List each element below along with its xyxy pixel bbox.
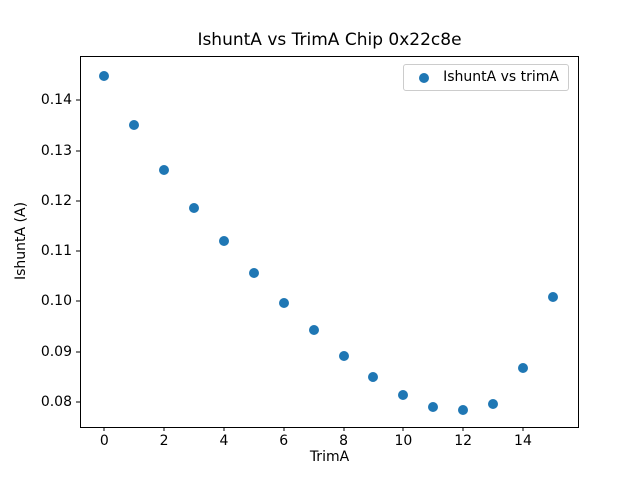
x-tick-label: 12: [454, 433, 473, 449]
legend-label: IshuntA vs trimA: [443, 69, 559, 85]
x-tick-mark: [343, 427, 345, 431]
y-tick-label: 0.08: [40, 393, 72, 410]
scatter-point: [189, 202, 200, 213]
plot-area: IshuntA vs trimA 0 2 4 6 8 10 12 14 0.08 0.09 0.10…: [41, 56, 579, 449]
x-tick-label: 6: [279, 433, 289, 449]
y-tick-mark: [76, 150, 80, 151]
scatter-point: [248, 267, 259, 278]
y-tick-label: 0.09: [40, 343, 72, 360]
scatter-point: [278, 297, 289, 308]
y-tick-label: 0.10: [40, 293, 72, 310]
scatter-point: [517, 363, 528, 374]
y-tick-label: 0.12: [40, 192, 72, 209]
scatter-point: [547, 291, 558, 302]
x-tick-mark: [462, 427, 464, 431]
scatter-point: [368, 372, 379, 383]
x-tick-mark: [223, 427, 225, 431]
plot-title: IshuntA vs TrimA Chip 0x22c8e: [197, 30, 462, 50]
scatter-point: [338, 350, 349, 361]
x-tick-mark: [283, 427, 285, 431]
y-tick-mark: [76, 300, 80, 302]
scatter-point: [129, 120, 140, 131]
x-tick-label: 2: [159, 433, 169, 449]
scatter-point: [428, 401, 439, 412]
x-tick-label: 0: [99, 433, 109, 449]
y-tick-mark: [76, 351, 80, 353]
x-tick-label: 14: [514, 433, 532, 449]
x-tick-mark: [103, 427, 105, 431]
x-tick-label: 4: [219, 433, 229, 449]
legend-marker-icon: [419, 72, 430, 83]
scatter-point: [398, 390, 409, 401]
x-tick-label: 10: [394, 433, 413, 449]
legend: IshuntA vs trimA: [403, 64, 569, 91]
x-tick-mark: [402, 427, 404, 431]
y-tick-mark: [76, 250, 80, 252]
scatter-point: [458, 404, 469, 415]
y-tick-mark: [76, 200, 80, 202]
y-tick-label: 0.13: [40, 142, 72, 159]
y-tick-label: 0.14: [40, 92, 72, 109]
y-tick-mark: [76, 99, 80, 101]
scatter-point: [488, 399, 499, 410]
x-tick-mark: [163, 427, 165, 431]
scatter-point: [218, 235, 229, 246]
scatter-point: [99, 70, 110, 81]
x-tick-mark: [522, 427, 524, 431]
y-tick-mark: [76, 401, 80, 403]
y-tick-label: 0.11: [40, 243, 72, 260]
x-axis-label: TrimA: [309, 449, 350, 465]
y-axis-label: IshuntA (A): [13, 201, 29, 281]
x-tick-label: 8: [339, 433, 349, 449]
scatter-point: [308, 324, 319, 335]
scatter-point: [159, 165, 170, 176]
